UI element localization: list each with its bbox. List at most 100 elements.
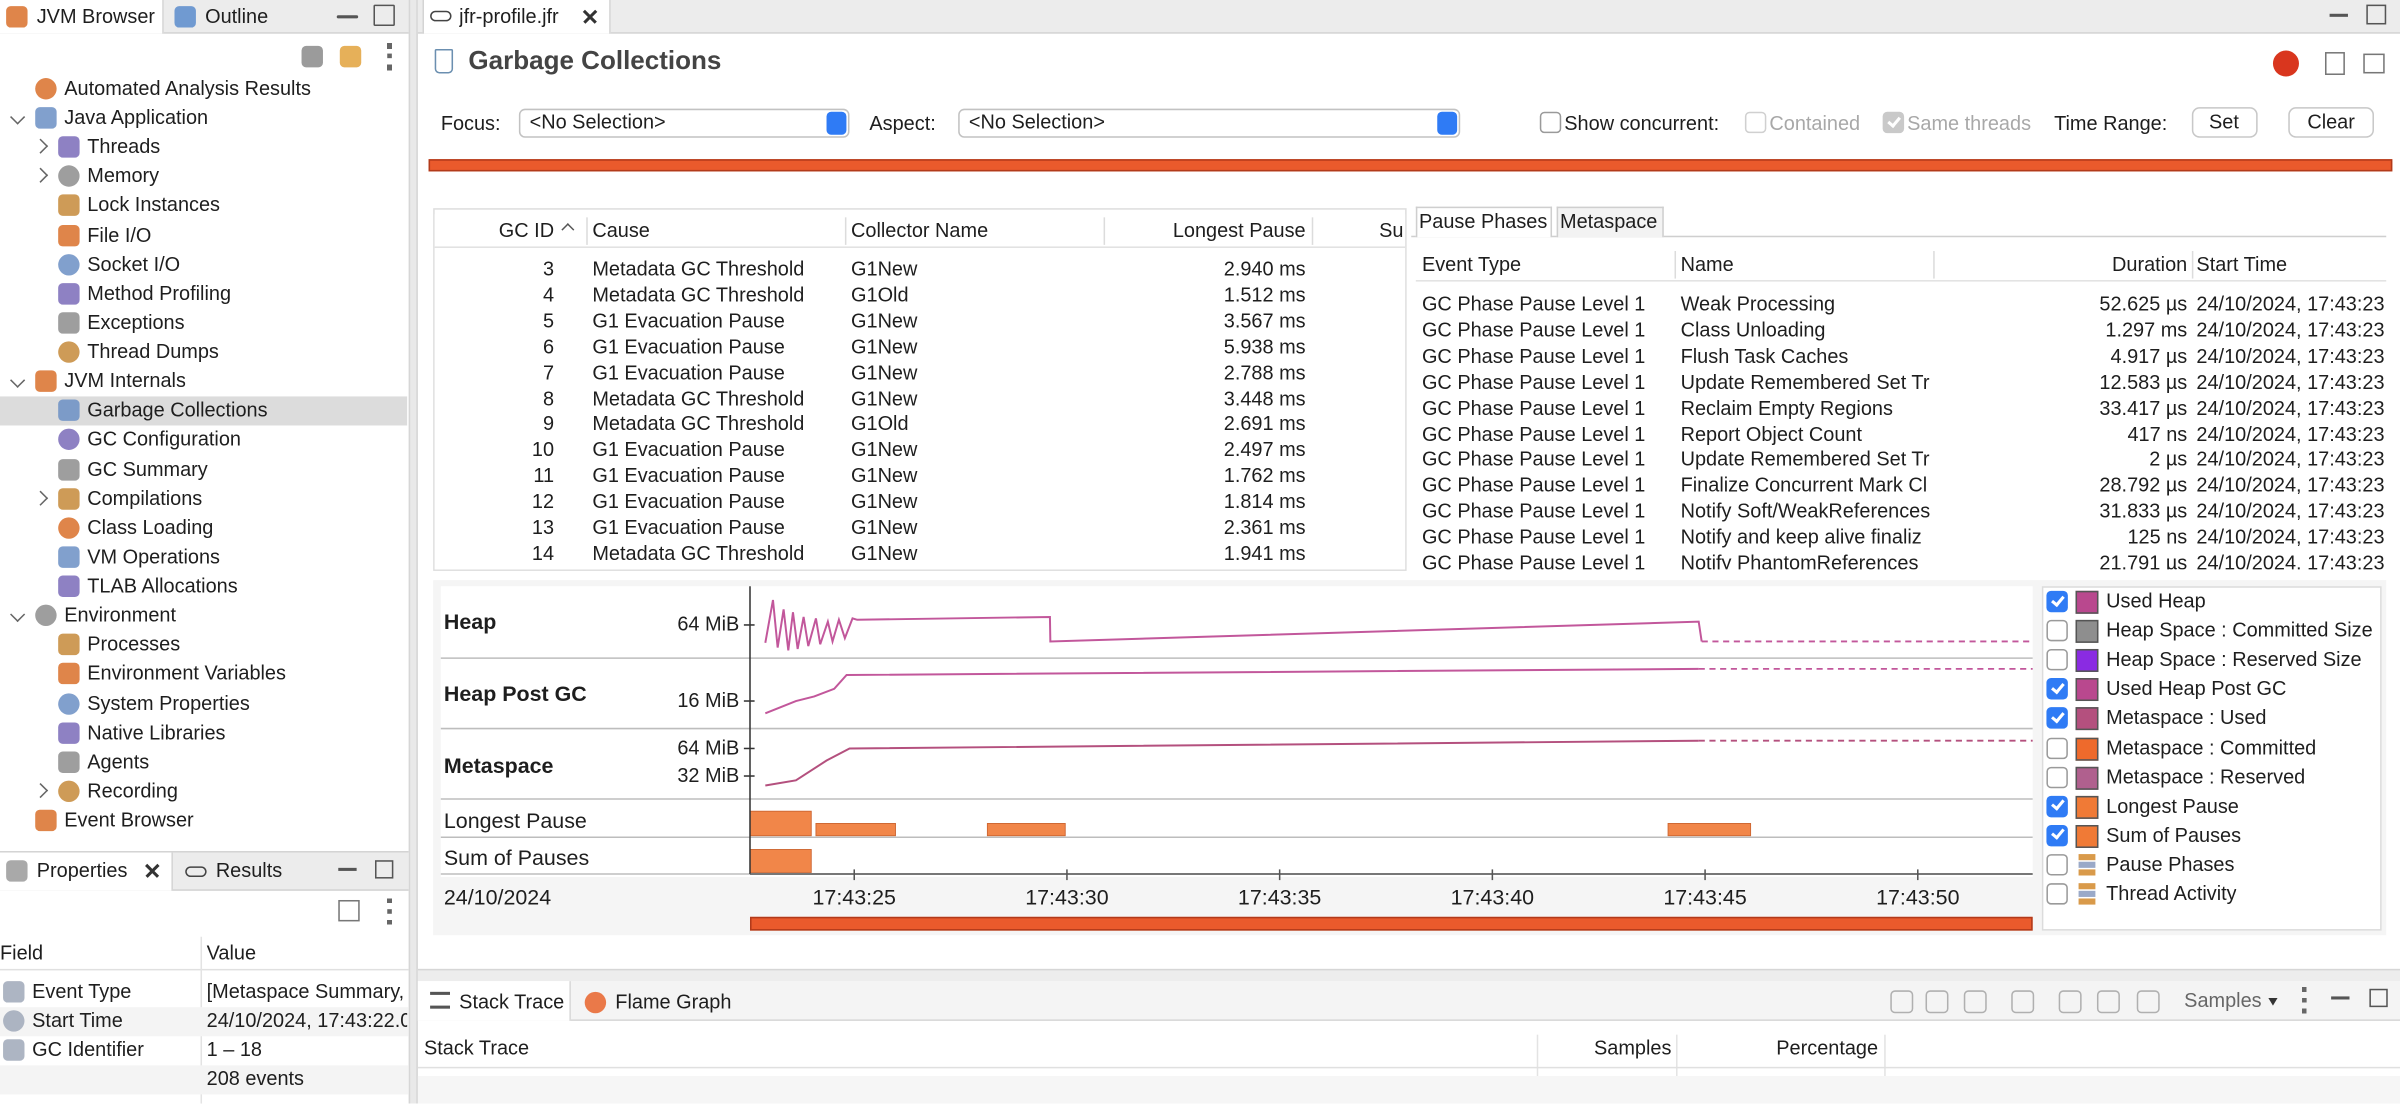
bottom-divider — [417, 968, 2400, 982]
table-body: GC Phase Pause Level 1 Weak Processing 52.… — [1415, 281, 2387, 570]
field-name: GC Identifier — [32, 1038, 144, 1062]
column-header[interactable]: Cause — [592, 218, 650, 242]
checkbox[interactable] — [2046, 678, 2068, 700]
tree-icon — [35, 370, 57, 393]
window-button[interactable] — [336, 15, 359, 19]
toolbar-icon[interactable] — [1925, 990, 1949, 1014]
legend-icon — [2078, 853, 2096, 861]
table-cell: GC Phase Pause Level 1 — [1421, 421, 1646, 445]
aspect-select[interactable] — [958, 108, 1461, 138]
view-menu[interactable] — [387, 898, 392, 925]
table-cell: 31.833 µs — [2099, 499, 2188, 523]
tab-label[interactable]: JVM Browser — [36, 4, 156, 28]
checkbox[interactable] — [2046, 853, 2068, 876]
legend-swatch — [2075, 707, 2099, 731]
table-cell: 8 — [543, 386, 555, 410]
toolbar-icon[interactable] — [1890, 990, 1914, 1014]
phase-tab-active[interactable] — [1415, 206, 1553, 238]
toolbar-icon[interactable] — [1963, 990, 1987, 1014]
toolbar-icon[interactable] — [2136, 990, 2160, 1014]
view-menu[interactable] — [2302, 987, 2307, 1014]
checkbox[interactable] — [2046, 707, 2068, 730]
table-cell: 4.917 µs — [2110, 344, 2188, 368]
lane-label: Longest Pause — [443, 808, 587, 833]
window-button[interactable] — [374, 860, 394, 879]
properties-tab-active[interactable] — [0, 852, 173, 891]
column-separator — [1676, 1034, 1678, 1104]
tab-label[interactable]: Stack Trace — [459, 990, 565, 1014]
column-header[interactable]: Longest Pause — [1172, 218, 1306, 242]
editor-tab[interactable] — [422, 0, 611, 34]
window-button[interactable] — [2329, 13, 2348, 17]
checkbox[interactable] — [2046, 736, 2068, 759]
toolbar-icon[interactable] — [338, 899, 360, 922]
tree-icon — [58, 634, 80, 656]
tab-label[interactable]: jfr-profile.jfr — [459, 4, 559, 28]
checkbox[interactable] — [1539, 111, 1562, 134]
window-button[interactable] — [2369, 988, 2388, 1008]
bottom-tab-active[interactable] — [417, 981, 571, 1021]
row-stripe — [0, 1006, 409, 1036]
checkbox[interactable] — [2046, 824, 2068, 847]
window-button[interactable] — [2366, 4, 2387, 25]
tab-label[interactable]: Flame Graph — [615, 990, 732, 1014]
pause-bar — [1667, 823, 1752, 837]
legend-label: Used Heap Post GC — [2106, 676, 2287, 700]
bottom-tab-bar — [417, 981, 2400, 1021]
checkbox[interactable] — [2046, 883, 2068, 905]
date-label: 24/10/2024 — [443, 884, 552, 910]
toolbar-icon[interactable] — [2011, 990, 2035, 1014]
window-button[interactable] — [338, 867, 357, 871]
checkbox[interactable] — [2046, 620, 2068, 642]
time-range-bar — [428, 159, 2393, 172]
tree-icon — [58, 312, 80, 334]
button[interactable] — [2288, 107, 2374, 138]
dropdown-label[interactable]: Samples — [2184, 988, 2262, 1012]
x-tick-label: 17:43:50 — [1876, 884, 1960, 910]
select-value: <No Selection> — [968, 110, 1105, 134]
tab-label[interactable]: Outline — [205, 4, 269, 28]
column-header[interactable]: Start Time — [2196, 252, 2288, 276]
tab-label[interactable]: Results — [215, 858, 283, 882]
field-name: Start Time — [32, 1008, 123, 1032]
tree-item: Method Profiling — [87, 281, 232, 305]
column-header[interactable]: GC ID — [498, 218, 555, 242]
table-cell: 5.938 ms — [1223, 334, 1306, 358]
checkbox[interactable] — [2046, 649, 2068, 671]
field-value: 208 events — [206, 1067, 304, 1091]
column-header[interactable]: Event Type — [1421, 252, 1522, 276]
table-cell: 2.940 ms — [1223, 257, 1306, 281]
table-cell: 6 — [543, 334, 555, 358]
column-header[interactable]: Su — [1379, 218, 1404, 242]
table-cell: G1New — [851, 464, 918, 488]
button[interactable] — [2191, 107, 2258, 138]
checkbox[interactable] — [2046, 795, 2068, 817]
table-cell: G1 Evacuation Pause — [592, 464, 785, 488]
toolbar-icon[interactable] — [2058, 990, 2082, 1014]
toolbar-icon[interactable] — [2096, 990, 2120, 1014]
focus-select[interactable] — [518, 108, 850, 138]
phase-tab[interactable] — [1556, 206, 1664, 238]
table-cell: G1 Evacuation Pause — [592, 515, 785, 539]
column-header[interactable]: Duration — [2112, 252, 2188, 276]
column-separator — [1536, 1034, 1539, 1104]
table-cell: Weak Processing — [1680, 292, 1836, 316]
table-cell: 10 — [531, 438, 555, 462]
tree-icon — [58, 517, 80, 539]
checkbox[interactable] — [2046, 590, 2068, 613]
window-button[interactable] — [373, 4, 395, 27]
tab-label[interactable]: Pause Phases — [1418, 209, 1548, 233]
tab-label[interactable]: Metaspace — [1560, 209, 1658, 233]
column-header[interactable]: Collector Name — [851, 218, 989, 242]
button-label[interactable]: Clear — [2307, 110, 2355, 134]
window-button[interactable] — [2331, 996, 2350, 1000]
checkbox[interactable] — [2046, 766, 2068, 788]
view-menu[interactable] — [387, 42, 392, 71]
button-label[interactable]: Set — [2209, 110, 2239, 134]
tab-label[interactable]: Properties — [36, 858, 128, 882]
table-cell: Metadata GC Threshold — [592, 386, 805, 410]
tree-item: File I/O — [87, 222, 152, 246]
column-header[interactable]: Name — [1680, 252, 1734, 276]
tree-icon — [58, 253, 80, 276]
label: Aspect: — [869, 111, 936, 135]
